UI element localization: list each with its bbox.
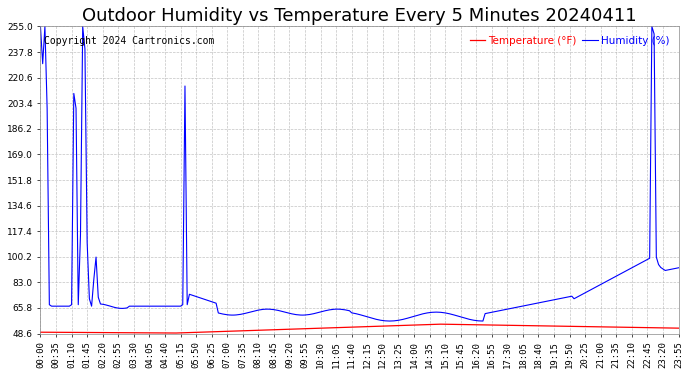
Humidity (%) <box>621 269 629 274</box>
Humidity (%) <box>92 255 100 260</box>
Humidity (%) <box>574 294 582 298</box>
Temperature (°F) <box>37 330 45 334</box>
Line: Humidity (%): Humidity (%) <box>41 27 678 321</box>
Temperature (°F) <box>361 324 369 329</box>
Humidity (%) <box>674 266 682 270</box>
Humidity (%) <box>479 319 487 323</box>
Temperature (°F) <box>588 324 596 329</box>
Legend: Temperature (°F), Humidity (%): Temperature (°F), Humidity (%) <box>466 32 673 50</box>
Humidity (%) <box>359 313 367 318</box>
Text: Copyright 2024 Cartronics.com: Copyright 2024 Cartronics.com <box>43 36 214 46</box>
Humidity (%) <box>37 24 45 29</box>
Temperature (°F) <box>170 331 178 335</box>
Humidity (%) <box>601 280 609 284</box>
Temperature (°F) <box>577 324 585 329</box>
Temperature (°F) <box>674 326 682 330</box>
Line: Temperature (°F): Temperature (°F) <box>41 324 678 333</box>
Temperature (°F) <box>623 325 631 330</box>
Temperature (°F) <box>92 330 100 335</box>
Title: Outdoor Humidity vs Temperature Every 5 Minutes 20240411: Outdoor Humidity vs Temperature Every 5 … <box>82 7 637 25</box>
Temperature (°F) <box>603 325 611 329</box>
Humidity (%) <box>586 288 594 292</box>
Temperature (°F) <box>437 322 445 326</box>
